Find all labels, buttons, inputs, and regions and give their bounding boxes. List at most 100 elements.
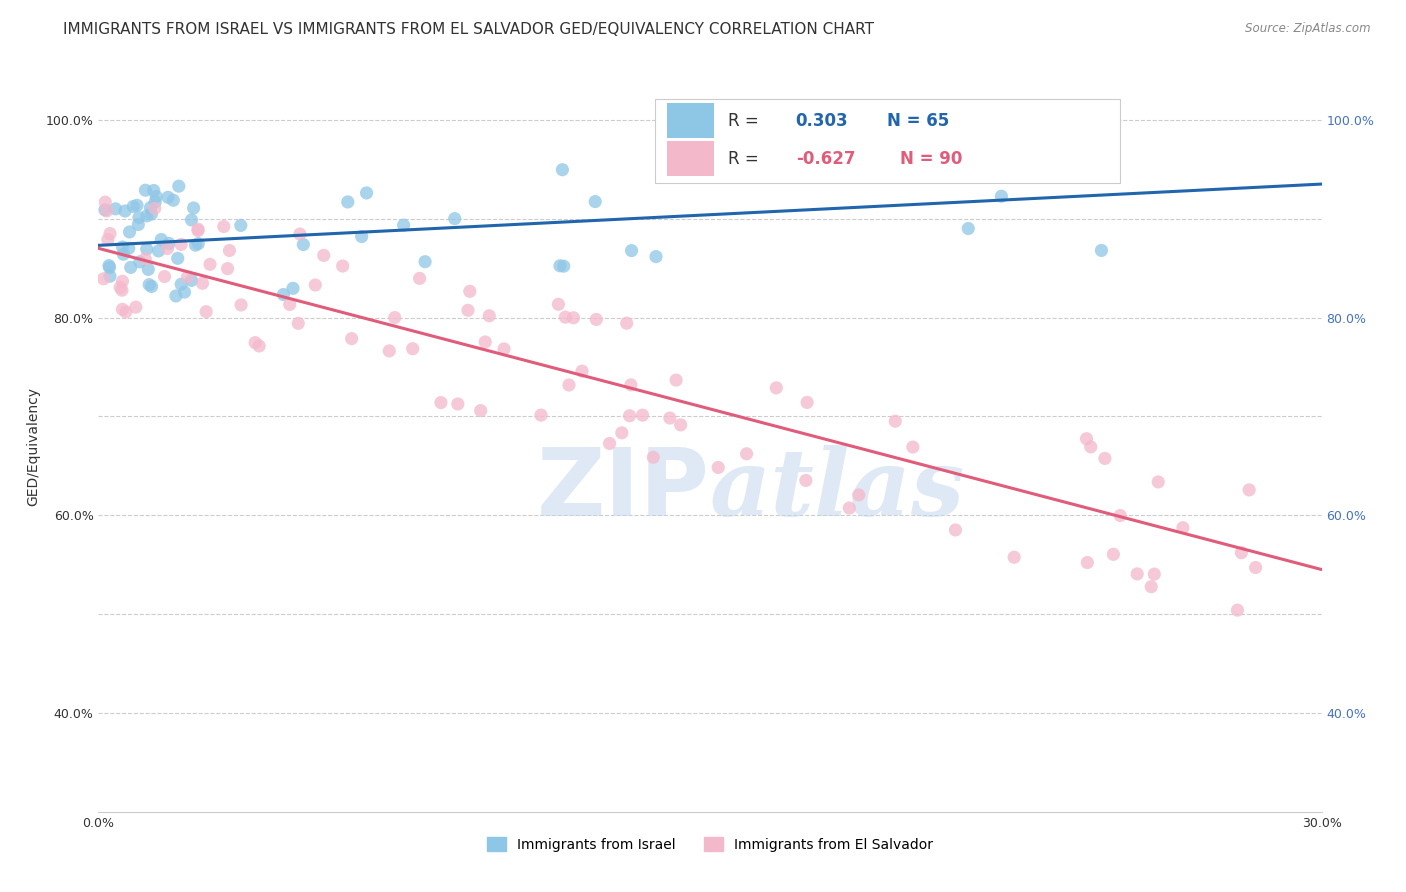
Text: N = 65: N = 65 [887,112,949,129]
Point [167,179,190,194]
Point [796,395,818,409]
Point [125,300,148,314]
Text: atlas: atlas [710,445,966,535]
Point [184,238,207,252]
Point [332,259,354,273]
Point [470,403,492,417]
Point [229,298,252,312]
Point [853,144,876,158]
Point [478,309,501,323]
Point [413,254,436,268]
Text: IMMIGRANTS FROM ISRAEL VS IMMIGRANTS FROM EL SALVADOR GED/EQUIVALENCY CORRELATIO: IMMIGRANTS FROM ISRAEL VS IMMIGRANTS FRO… [63,22,875,37]
Point [183,201,205,215]
Point [990,189,1012,203]
Point [901,440,924,454]
Point [111,283,134,297]
Point [759,169,782,184]
Point [93,272,115,286]
Point [94,202,117,217]
Point [1140,580,1163,594]
Point [170,277,193,292]
Point [350,229,373,244]
Point [620,244,643,258]
Point [610,425,633,440]
Point [127,218,149,232]
Point [1094,451,1116,466]
Point [98,269,121,284]
Point [530,408,553,422]
Point [287,316,309,330]
Point [143,194,166,209]
Point [336,194,359,209]
Y-axis label: GED/Equivalency: GED/Equivalency [27,386,41,506]
Point [165,289,187,303]
Point [136,262,159,277]
Point [98,227,121,241]
Point [243,335,266,350]
Text: R =: R = [728,112,765,129]
Point [554,310,576,324]
Point [1076,556,1098,570]
Point [458,285,481,299]
Point [141,279,163,293]
Point [932,162,955,177]
Point [218,244,240,258]
Point [134,183,156,197]
Point [176,269,198,284]
Point [356,186,378,200]
Point [288,227,311,241]
Point [94,195,117,210]
Point [135,242,157,256]
Point [1002,550,1025,565]
Point [547,297,569,311]
Point [96,204,118,219]
Point [945,523,967,537]
Point [273,287,295,301]
Point [108,280,131,294]
Point [173,285,195,299]
Point [599,436,621,450]
Text: ZIP: ZIP [537,444,710,536]
Point [145,189,167,203]
Point [1147,475,1170,489]
Point [153,269,176,284]
Point [553,259,575,273]
Point [141,207,163,221]
Point [166,252,188,266]
Bar [668,103,714,138]
Point [111,240,134,254]
Point [195,304,218,318]
Point [1171,521,1194,535]
Point [492,342,515,356]
Point [1080,440,1102,454]
Point [402,342,425,356]
Point [1237,483,1260,497]
Point [138,277,160,292]
Point [571,364,593,378]
Point [198,257,221,271]
Point [1102,547,1125,561]
Point [447,397,470,411]
Point [148,244,170,258]
Text: -0.627: -0.627 [796,150,855,168]
Point [645,250,668,264]
Point [794,474,817,488]
Text: Source: ZipAtlas.com: Source: ZipAtlas.com [1246,22,1371,36]
Text: R =: R = [728,150,765,168]
Point [616,316,638,330]
Point [643,450,665,465]
Point [1230,546,1253,560]
Point [1109,508,1132,523]
FancyBboxPatch shape [655,99,1119,183]
Point [583,194,606,209]
Point [378,343,401,358]
Point [707,460,730,475]
Point [120,260,142,275]
Point [187,224,209,238]
Point [128,211,150,225]
Point [281,281,304,295]
Point [408,271,430,285]
Point [443,211,465,226]
Text: N = 90: N = 90 [900,150,962,168]
Point [170,237,193,252]
